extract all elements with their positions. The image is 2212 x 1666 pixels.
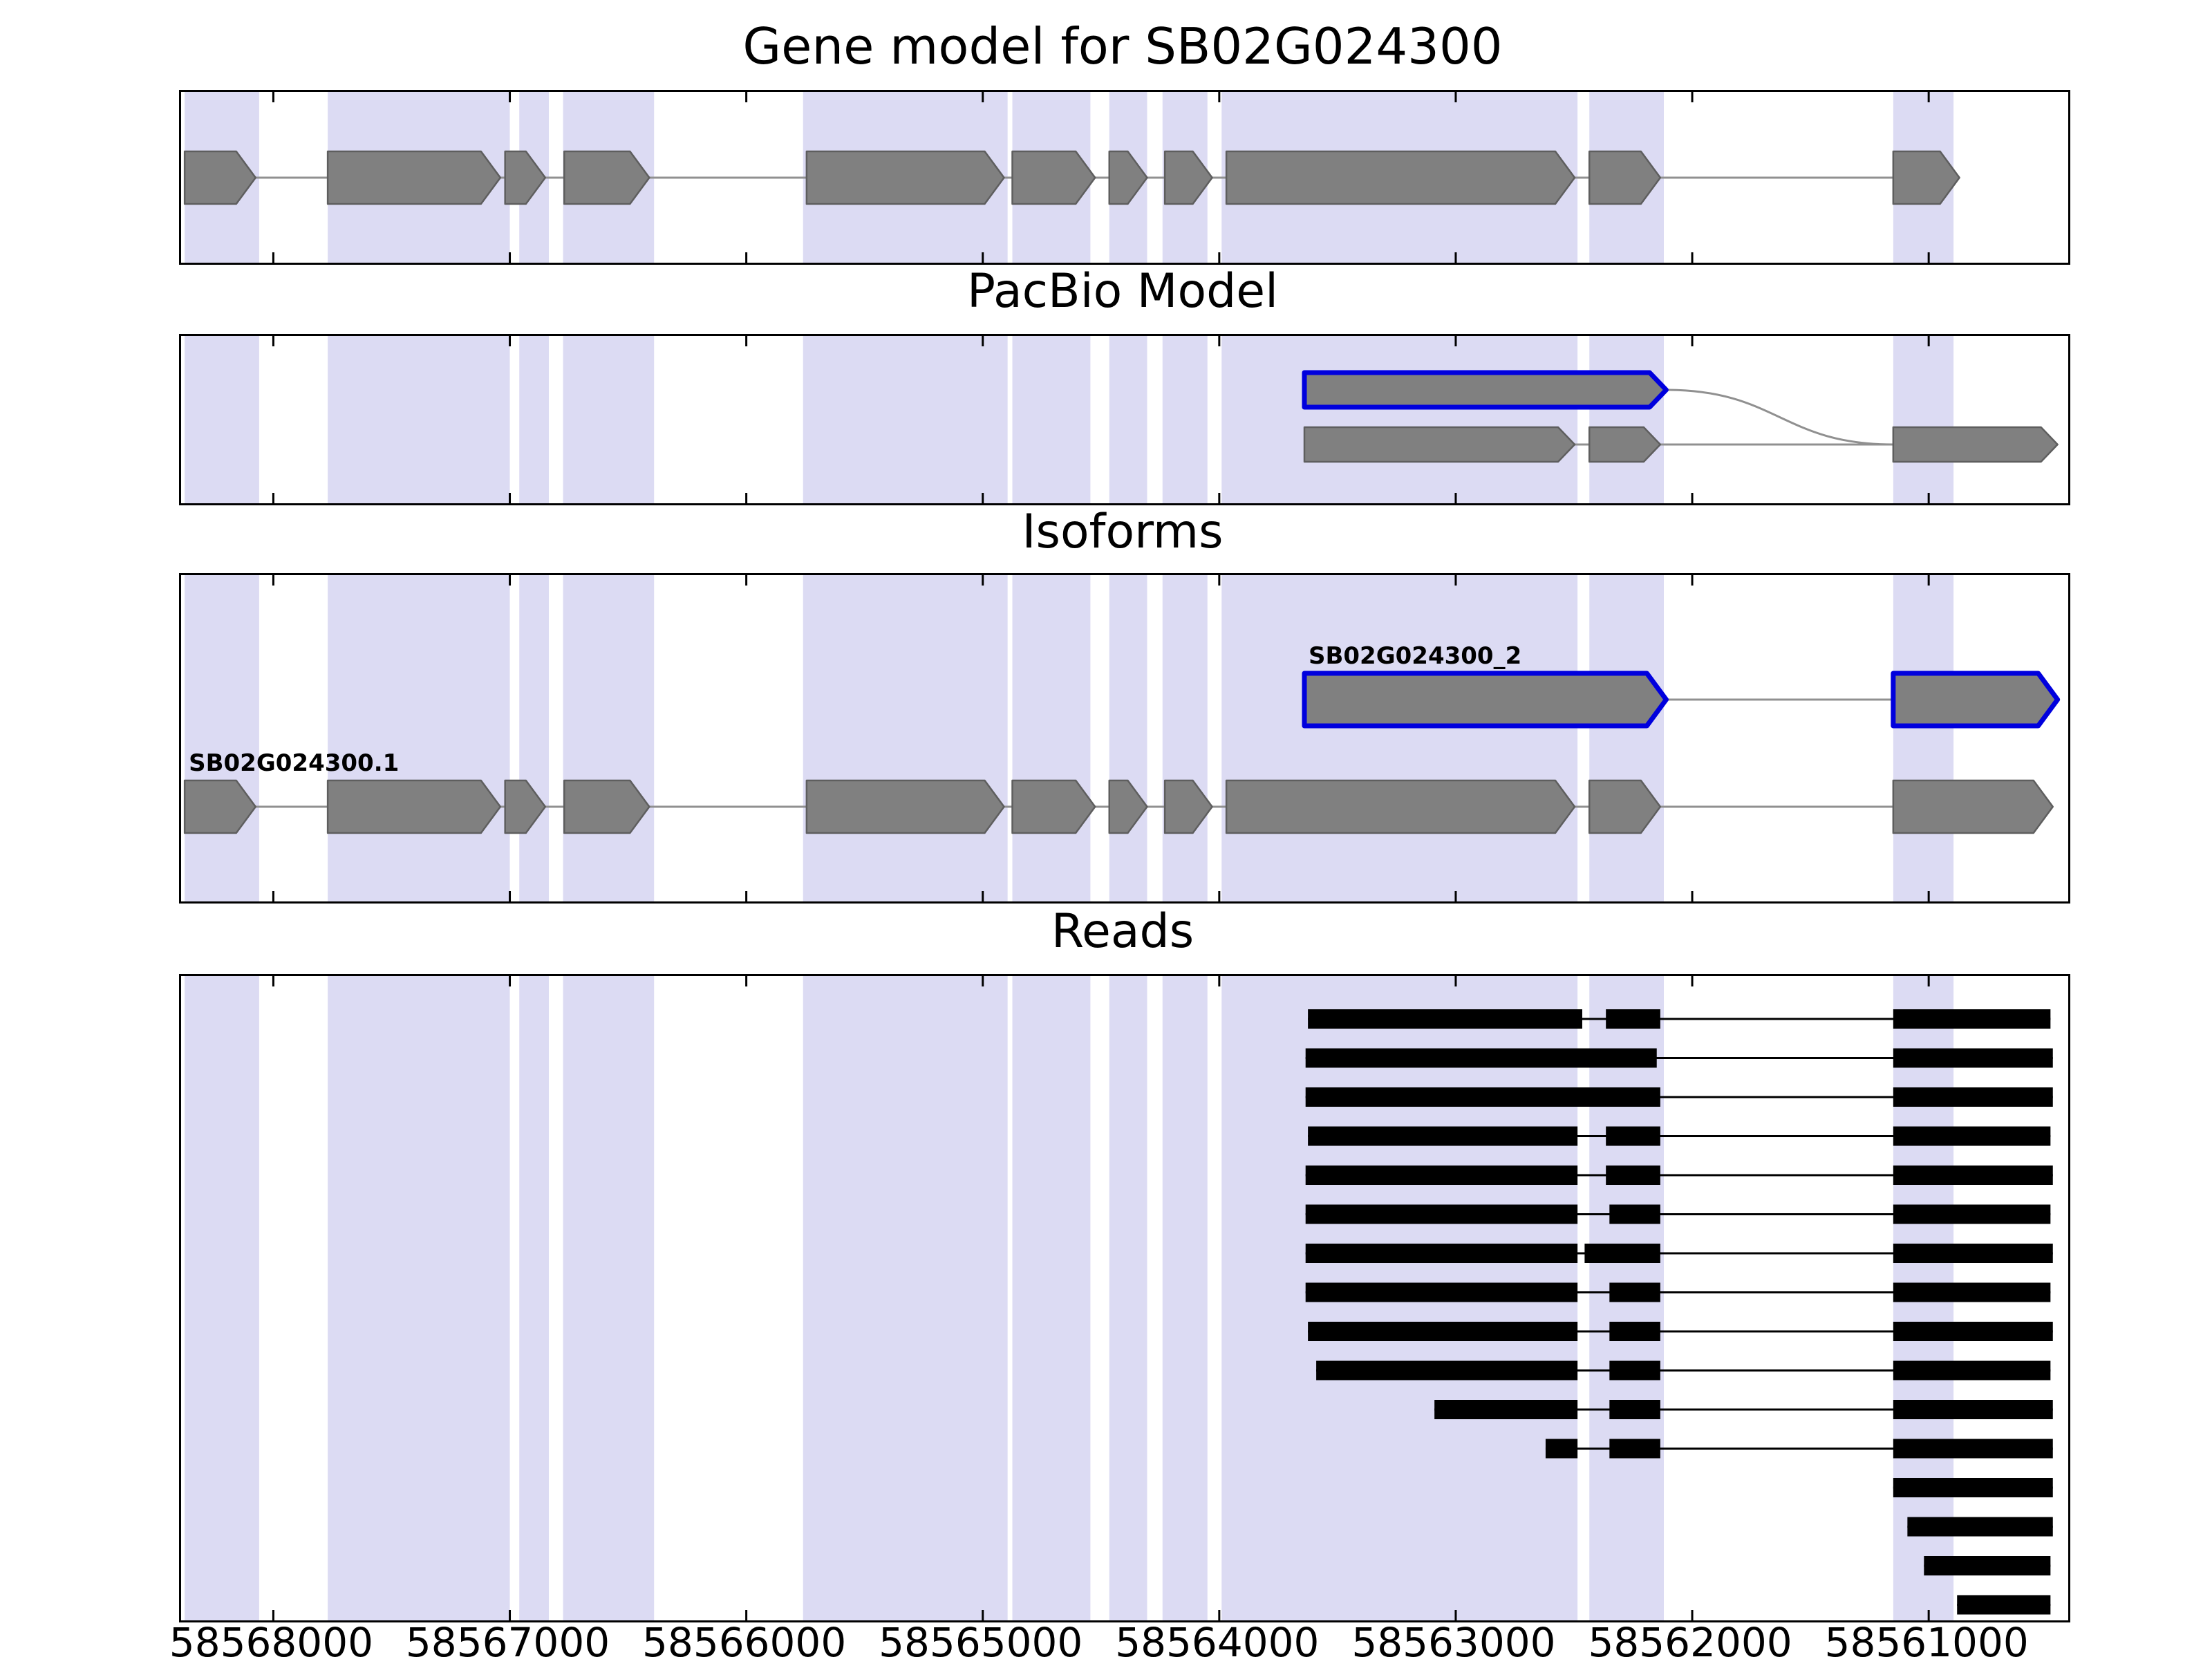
highlight-band <box>328 575 509 901</box>
exon <box>1893 780 2053 833</box>
read-segment <box>1893 1322 2053 1341</box>
read-segment <box>1907 1517 2052 1537</box>
read-segment <box>1609 1283 1660 1302</box>
highlight-band <box>563 976 655 1620</box>
read-segment <box>1306 1166 1577 1185</box>
read-segment <box>1893 1127 2051 1146</box>
exon <box>328 151 500 204</box>
exon <box>328 780 500 833</box>
read-segment <box>1893 1283 2051 1302</box>
read-segment <box>1893 1400 2053 1419</box>
exon <box>564 780 649 833</box>
highlight-band <box>1013 976 1091 1620</box>
exon <box>564 151 649 204</box>
isoforms-track: SB02G024300_2 SB02G024300.1 <box>181 575 2068 901</box>
panel-title-reads: Reads <box>179 907 2066 956</box>
splice-curve <box>1666 390 1893 444</box>
read-segment <box>1306 1244 1577 1263</box>
highlight-band <box>803 336 1008 503</box>
highlight-band <box>328 336 509 503</box>
highlight-band <box>1013 336 1091 503</box>
read-segment <box>1609 1205 1660 1224</box>
isoform-label: SB02G024300_2 <box>1309 642 1521 670</box>
panel-title-isoforms: Isoforms <box>179 507 2066 556</box>
read-segment <box>1306 1283 1577 1302</box>
read-segment <box>1308 1322 1577 1341</box>
highlight-band <box>519 976 549 1620</box>
exon <box>1304 673 1666 726</box>
read-segment <box>1924 1556 2050 1575</box>
highlight-band <box>185 575 259 901</box>
highlight-band <box>328 976 509 1620</box>
read-segment <box>1893 1166 2053 1185</box>
read-segment <box>1306 1205 1577 1224</box>
read-segment <box>1609 1400 1660 1419</box>
read-segment <box>1606 1009 1660 1029</box>
highlight-band <box>519 575 549 901</box>
exon <box>1893 427 2058 462</box>
panel-gene-model <box>179 90 2070 265</box>
exon <box>1304 427 1575 462</box>
highlight-band <box>185 976 259 1620</box>
highlight-band <box>1013 575 1091 901</box>
read-segment <box>1893 1087 2053 1107</box>
reads-track <box>181 976 2068 1620</box>
highlight-band <box>803 976 1008 1620</box>
isoform-label: SB02G024300.1 <box>189 749 399 777</box>
exon <box>1304 373 1666 407</box>
read-segment <box>1893 1009 2051 1029</box>
read-segment <box>1893 1049 2053 1068</box>
read-segment <box>1606 1127 1660 1146</box>
read-segment <box>1306 1049 1657 1068</box>
exon <box>1226 780 1575 833</box>
highlight-band <box>1589 336 1664 503</box>
read-segment <box>1609 1361 1660 1380</box>
read-segment <box>1316 1361 1577 1380</box>
read-segment <box>1584 1244 1660 1263</box>
read-segment <box>1893 1361 2051 1380</box>
highlight-band <box>803 575 1008 901</box>
panel-reads <box>179 974 2070 1622</box>
read-segment <box>1308 1009 1582 1029</box>
read-segment <box>1306 1087 1660 1107</box>
pacbio-track <box>181 336 2068 503</box>
read-segment <box>1957 1595 2050 1615</box>
read-segment <box>1893 1478 2053 1497</box>
highlight-band <box>185 336 259 503</box>
highlight-band <box>1221 575 1577 901</box>
read-segment <box>1434 1400 1577 1419</box>
read-segment <box>1893 1205 2051 1224</box>
highlight-band <box>1109 976 1147 1620</box>
highlight-band <box>519 336 549 503</box>
highlight-band <box>1109 575 1147 901</box>
read-segment <box>1893 1244 2053 1263</box>
read-segment <box>1893 1439 2053 1459</box>
read-segment <box>1546 1439 1577 1459</box>
exon <box>1893 673 2058 726</box>
panel-pacbio-model <box>179 334 2070 505</box>
highlight-band <box>563 575 655 901</box>
read-segment <box>1609 1439 1660 1459</box>
highlight-band <box>1163 336 1208 503</box>
exon <box>807 151 1004 204</box>
read-segment <box>1308 1127 1577 1146</box>
exon <box>1226 151 1575 204</box>
highlight-band <box>1893 575 1953 901</box>
highlight-band <box>563 336 655 503</box>
gene-model-track <box>181 92 2068 263</box>
highlight-band <box>1893 336 1953 503</box>
highlight-band <box>1589 575 1664 901</box>
highlight-band <box>1109 336 1147 503</box>
read-segment <box>1609 1322 1660 1341</box>
exon <box>1589 427 1660 462</box>
highlight-band <box>1221 336 1577 503</box>
read-segment <box>1606 1166 1660 1185</box>
panel-title-pacbio: PacBio Model <box>179 267 2066 316</box>
highlight-band <box>1163 575 1208 901</box>
panel-isoforms: SB02G024300_2 SB02G024300.1 <box>179 573 2070 904</box>
highlight-band <box>1163 976 1208 1620</box>
figure-title: Gene model for SB02G024300 <box>179 21 2066 73</box>
exon <box>807 780 1004 833</box>
